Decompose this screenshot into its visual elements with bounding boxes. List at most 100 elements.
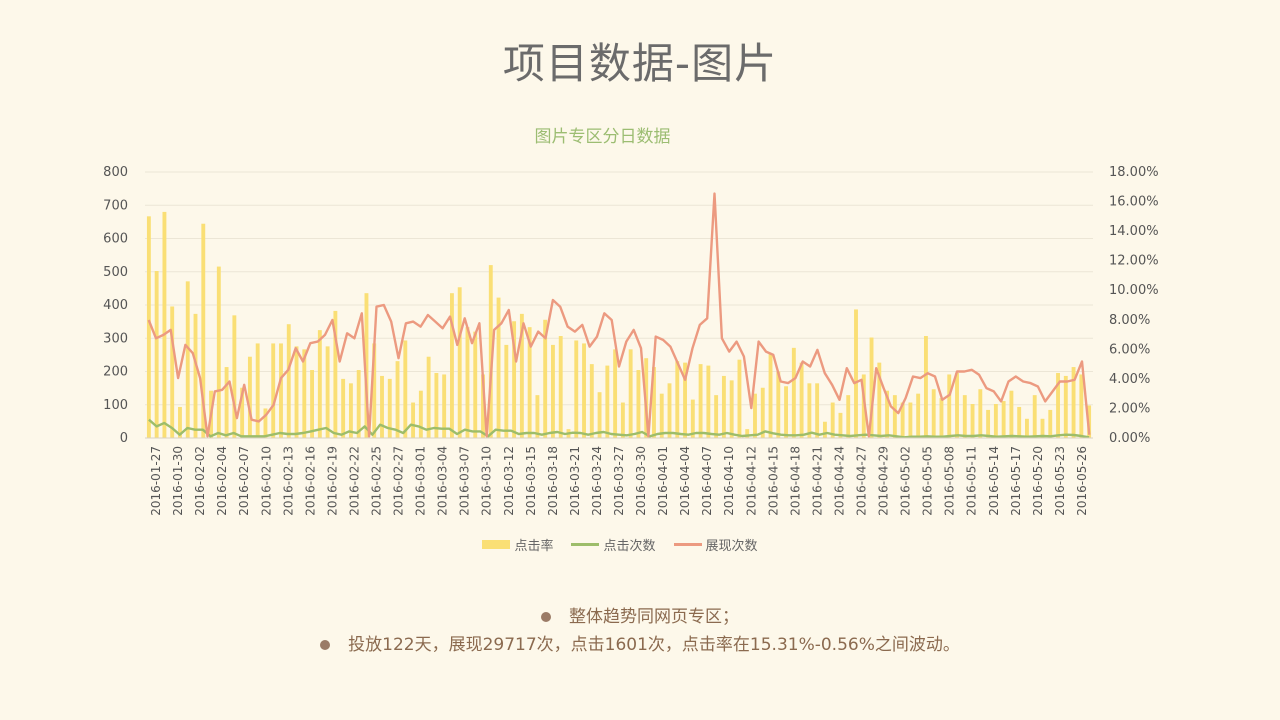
- bar-ctr: [449, 293, 454, 438]
- legend-swatch-impressions: [673, 543, 702, 546]
- bar-ctr: [178, 406, 182, 438]
- x-axis-tick-label: 2016-04-10: [722, 446, 736, 516]
- bar-ctr: [1079, 374, 1084, 438]
- x-axis-tick-label: 2016-02-22: [347, 446, 361, 516]
- bar-ctr: [1017, 406, 1022, 438]
- bar-ctr: [652, 367, 656, 438]
- legend-label-impressions: 展现次数: [705, 539, 758, 554]
- bar-ctr: [768, 353, 773, 438]
- bar-ctr: [294, 346, 299, 438]
- bar-ctr: [302, 349, 307, 438]
- x-axis-tick-label: 2016-02-02: [193, 446, 207, 516]
- left-axis-tick-label: 800: [103, 165, 128, 180]
- legend-item-impressions[interactable]: 展现次数: [673, 535, 758, 554]
- bar-ctr: [667, 383, 672, 438]
- x-axis-tick-label: 2016-03-12: [502, 446, 516, 516]
- bar-ctr: [1001, 401, 1006, 438]
- left-axis-tick-label: 400: [103, 298, 128, 313]
- x-axis-tick-label: 2016-04-24: [833, 446, 847, 516]
- x-axis-tick-label: 2016-02-13: [281, 446, 295, 516]
- bar-ctr: [512, 321, 517, 438]
- bar-ctr: [978, 389, 983, 438]
- bar-ctr: [434, 372, 439, 438]
- bar-ctr: [426, 356, 431, 438]
- x-axis-tick-label: 2016-02-27: [392, 446, 406, 516]
- right-axis-tick-label: 0.00%: [1109, 431, 1150, 446]
- bar-ctr: [504, 344, 509, 438]
- bar-ctr: [892, 395, 897, 438]
- x-axis-tick-label: 2016-03-07: [458, 446, 472, 516]
- bar-ctr: [481, 374, 485, 438]
- bar-ctr: [838, 412, 843, 438]
- bar-ctr: [488, 265, 493, 438]
- legend-item-ctr[interactable]: 点击率: [482, 535, 553, 554]
- x-axis-tick-label: 2016-05-23: [1053, 446, 1067, 516]
- bar-ctr: [807, 383, 812, 438]
- x-axis-tick-label: 2016-03-15: [524, 446, 538, 516]
- bar-ctr: [582, 343, 586, 438]
- bar-ctr: [690, 399, 695, 438]
- x-axis-tick-label: 2016-03-24: [590, 446, 604, 516]
- line-series-impressions: [147, 192, 1091, 438]
- bar-ctr: [745, 429, 750, 438]
- bar-ctr: [1063, 375, 1068, 438]
- x-axis-tick-label: 2016-04-21: [810, 446, 824, 516]
- bar-ctr: [799, 362, 804, 438]
- left-axis-tick-label: 100: [103, 398, 128, 413]
- bullet-item: 投放122天，展现29717次，点击1601次，点击率在15.31%-0.56%…: [0, 631, 1280, 659]
- right-axis-tick-label: 2.00%: [1109, 401, 1150, 416]
- bar-ctr: [729, 380, 734, 438]
- bar-ctr: [737, 359, 742, 438]
- bar-ctr: [589, 364, 594, 438]
- bar-ctr: [348, 383, 353, 438]
- bar-ctr: [1032, 395, 1037, 438]
- left-axis-tick-label: 500: [103, 265, 128, 280]
- right-axis-tick-label: 18.00%: [1109, 165, 1159, 180]
- right-axis-tick-label: 10.00%: [1109, 283, 1159, 298]
- bar-ctr: [146, 216, 151, 438]
- bar-ctr: [271, 343, 276, 438]
- x-axis-tick-label: 2016-04-27: [855, 446, 869, 516]
- summary-bullets: 整体趋势同网页专区； 投放122天，展现29717次，点击1601次，点击率在1…: [0, 603, 1280, 659]
- bar-ctr: [962, 395, 967, 438]
- x-axis-tick-label: 2016-05-02: [899, 446, 913, 516]
- legend-item-clicks[interactable]: 点击次数: [571, 535, 656, 554]
- bar-ctr: [325, 346, 330, 438]
- bar-ctr: [706, 365, 711, 438]
- bar-ctr: [333, 310, 338, 438]
- bar-ctr: [154, 271, 159, 438]
- x-axis-tick-label: 2016-03-01: [414, 446, 428, 516]
- bar-ctr: [916, 393, 921, 438]
- bar-ctr: [263, 408, 268, 438]
- bar-ctr: [784, 386, 789, 438]
- bar-ctr: [535, 395, 540, 438]
- x-axis-tick-label: 2016-05-17: [1009, 446, 1023, 516]
- bar-ctr: [931, 389, 936, 438]
- bar-ctr: [753, 393, 757, 438]
- bar-ctr: [597, 392, 602, 438]
- x-axis-tick-label: 2016-01-27: [149, 446, 163, 516]
- bar-ctr: [815, 383, 820, 438]
- bar-ctr: [675, 361, 680, 438]
- bar-ctr: [465, 327, 470, 438]
- bullet-text: 投放122天，展现29717次，点击1601次，点击率在15.31%-0.56%…: [348, 635, 960, 655]
- bar-ctr: [473, 331, 478, 438]
- legend-label-clicks: 点击次数: [603, 539, 656, 554]
- bar-ctr: [698, 364, 703, 438]
- bar-ctr: [193, 313, 198, 438]
- bar-ctr: [310, 370, 315, 438]
- bar-ctr: [683, 362, 687, 438]
- x-axis-tick-label: 2016-05-20: [1031, 446, 1045, 516]
- x-axis-tick-label: 2016-03-04: [436, 446, 450, 516]
- bar-ctr: [403, 340, 408, 438]
- bar-ctr: [558, 336, 563, 438]
- bar-ctr: [240, 387, 245, 438]
- right-axis-tick-label: 16.00%: [1109, 195, 1159, 210]
- bar-ctr: [255, 343, 260, 438]
- bullet-dot-icon: [541, 612, 551, 622]
- bar-ctr: [372, 343, 377, 438]
- bar-ctr: [519, 313, 524, 438]
- bar-ctr: [247, 356, 252, 438]
- x-axis-tick-label: 2016-03-10: [480, 446, 494, 516]
- bar-ctr: [908, 402, 913, 438]
